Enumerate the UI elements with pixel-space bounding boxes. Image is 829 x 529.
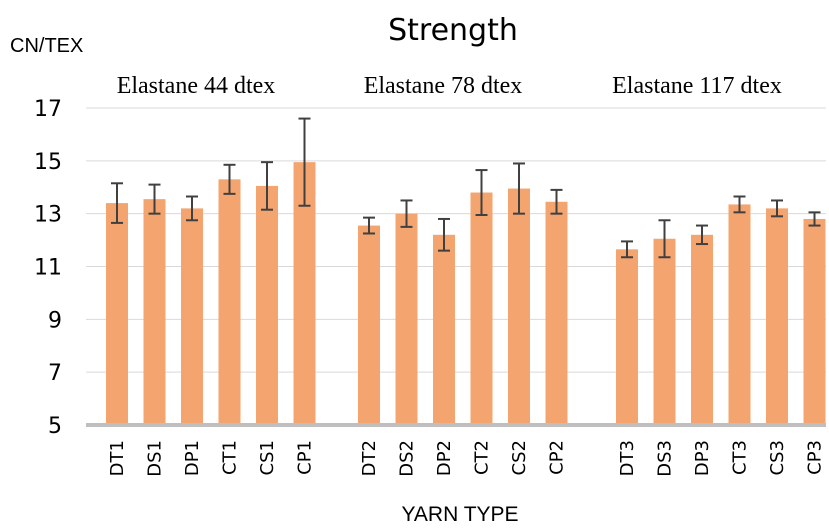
y-tick-label: 5 (48, 414, 62, 439)
error-bar-cs3 (771, 199, 783, 218)
bar-dt1 (106, 203, 128, 425)
error-bar-ct3 (733, 195, 746, 214)
bar-cs1 (256, 185, 278, 425)
x-tick-label-dp2: DP2 (434, 440, 455, 476)
x-tick-label-dp1: DP1 (182, 440, 203, 476)
error-bar-dt2 (363, 216, 375, 235)
bar-ct3 (728, 204, 751, 425)
x-tick-label-cs3: CS3 (767, 440, 788, 475)
bar-ds3 (653, 238, 676, 425)
x-tick-label-ds2: DS2 (397, 440, 418, 477)
error-bar-dp1 (186, 195, 198, 222)
x-tick-label-dt2: DT2 (359, 440, 380, 476)
x-tick-label-ct2: CT2 (472, 440, 493, 475)
x-tick-label-dp3: DP3 (692, 440, 713, 476)
y-tick-labels: 5 7 9 11 13 15 17 (34, 97, 62, 439)
group-label-2: Elastane 78 dtex (364, 73, 523, 99)
error-bar-cp3 (808, 211, 821, 227)
x-tick-labels: DT1 DS1 DP1 CT1 CS1 CP1 DT2 DS2 DP2 CT2 CS2 CP2 DT3 D… (107, 440, 826, 477)
group-label-3: Elastane 117 dtex (612, 73, 782, 99)
x-tick-label-cp2: CP2 (547, 440, 568, 475)
x-tick-label-ds3: DS3 (655, 440, 676, 477)
group-label-1: Elastane 44 dtex (117, 73, 276, 99)
x-tick-label-cp1: CP1 (295, 440, 316, 475)
error-bar-dp2 (438, 217, 450, 252)
y-tick-label: 17 (34, 97, 62, 122)
x-tick-label-dt1: DT1 (107, 440, 128, 476)
bars (106, 162, 826, 425)
error-bar-ct2 (475, 169, 488, 216)
error-bar-ds2 (400, 199, 413, 228)
y-tick-label: 9 (48, 308, 62, 333)
bar-ds1 (143, 199, 166, 425)
error-bars (111, 117, 821, 259)
x-tick-label-dt3: DT3 (617, 440, 638, 476)
y-axis-label: CN/TEX (10, 35, 83, 57)
bar-ct1 (218, 179, 241, 425)
bar-cp1 (293, 162, 316, 425)
error-bar-cp2 (550, 188, 563, 215)
error-bar-cs2 (513, 162, 525, 215)
x-tick-label-ct1: CT1 (220, 440, 241, 475)
bar-ds2 (395, 213, 418, 425)
y-tick-label: 13 (34, 203, 62, 228)
x-axis-label: YARN TYPE (401, 503, 518, 526)
chart-title: Strength (388, 13, 518, 48)
error-bar-dt1 (111, 182, 123, 224)
x-tick-label-ct3: CT3 (730, 440, 751, 475)
bar-ct2 (470, 192, 493, 425)
x-tick-label-cp3: CP3 (805, 440, 826, 475)
bar-cs3 (766, 208, 788, 425)
error-bar-dt3 (621, 240, 633, 259)
y-tick-label: 7 (48, 361, 62, 386)
x-tick-label-cs1: CS1 (257, 440, 278, 475)
bar-dt2 (358, 225, 380, 425)
bar-cs2 (508, 188, 530, 425)
bar-dp1 (181, 208, 203, 425)
error-bar-ds1 (148, 183, 161, 215)
error-bar-ct1 (223, 163, 236, 195)
y-tick-label: 15 (34, 150, 62, 175)
bar-cp3 (803, 218, 826, 425)
error-bar-cs1 (261, 161, 273, 211)
bar-cp2 (545, 201, 568, 425)
y-tick-label: 11 (34, 256, 62, 281)
error-bar-cp1 (298, 117, 311, 207)
error-bar-ds3 (658, 219, 671, 259)
x-tick-label-ds1: DS1 (145, 440, 166, 477)
error-bar-dp3 (696, 224, 708, 246)
x-tick-label-cs2: CS2 (509, 440, 530, 475)
bar-dp2 (433, 234, 455, 425)
bar-dt3 (616, 249, 638, 425)
bar-dp3 (691, 234, 713, 425)
